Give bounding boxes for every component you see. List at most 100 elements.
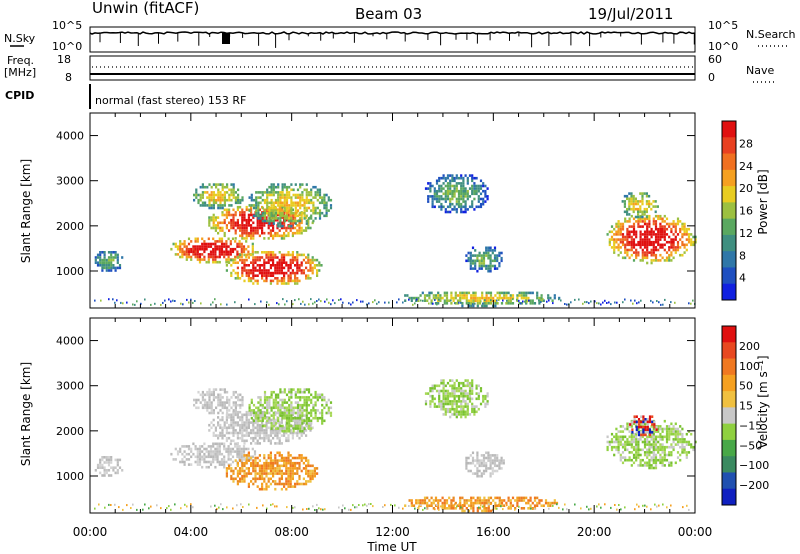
ground-scatter-cell <box>266 507 268 510</box>
ground-scatter-cell <box>394 504 396 507</box>
echo-cell <box>312 406 315 410</box>
echo-cell <box>105 258 108 262</box>
echo-cell <box>197 406 200 410</box>
echo-cell <box>471 205 474 209</box>
echo-cell <box>247 447 250 451</box>
echo-cell <box>296 461 299 465</box>
echo-cell <box>291 261 294 264</box>
echo-cell <box>471 174 474 177</box>
echo-cell <box>645 202 648 206</box>
y-tick-label: 3000 <box>56 175 84 188</box>
ground-scatter-cell <box>578 298 580 301</box>
echo-cell <box>230 193 233 197</box>
echo-cell <box>208 193 211 197</box>
echo-cell <box>462 389 465 393</box>
echo-cell <box>314 196 317 199</box>
echo-cell <box>292 388 295 391</box>
echo-cell <box>99 251 102 254</box>
echo-cell <box>274 398 278 402</box>
echo-cell <box>659 230 662 234</box>
echo-cell <box>107 458 111 462</box>
echo-cell <box>242 250 246 254</box>
ground-scatter-cell <box>220 303 222 306</box>
echo-cell <box>230 188 233 192</box>
echo-cell <box>489 467 492 470</box>
echo-cell <box>272 403 275 407</box>
echo-cell <box>270 427 273 430</box>
echo-cell <box>639 259 642 262</box>
echo-cell <box>252 429 255 432</box>
echo-cell <box>547 294 550 297</box>
echo-cell <box>460 389 463 393</box>
echo-cell <box>209 460 213 464</box>
echo-cell <box>299 211 302 215</box>
echo-cell <box>263 251 266 254</box>
echo-cell <box>196 240 199 243</box>
echo-cell <box>110 466 113 469</box>
echo-cell <box>257 214 260 218</box>
echo-cell <box>652 435 655 439</box>
echo-cell <box>230 191 233 194</box>
echo-cell <box>261 198 264 202</box>
echo-cell <box>482 182 485 185</box>
echo-cell <box>190 255 193 259</box>
echo-cell <box>496 464 499 468</box>
echo-cell <box>241 258 244 262</box>
echo-cell <box>648 448 651 452</box>
echo-cell <box>674 230 677 234</box>
echo-cell <box>258 442 261 445</box>
echo-cell <box>250 208 253 212</box>
echo-cell <box>269 429 272 432</box>
echo-cell <box>467 302 471 305</box>
echo-cell <box>637 423 641 426</box>
colorbar-swatch <box>722 186 736 203</box>
echo-cell <box>241 461 244 465</box>
echo-cell <box>491 264 494 268</box>
echo-cell <box>103 256 106 259</box>
colorbar-tick-label: 12 <box>739 227 753 240</box>
echo-cell <box>241 477 244 481</box>
echo-cell <box>179 247 182 251</box>
echo-cell <box>269 266 272 270</box>
ground-scatter-cell <box>462 504 464 506</box>
echo-cell <box>226 191 229 194</box>
echo-cell <box>259 217 262 220</box>
echo-cell <box>229 452 232 456</box>
echo-cell <box>218 255 221 259</box>
echo-cell <box>205 455 208 459</box>
echo-cell <box>432 296 435 300</box>
echo-cell <box>477 407 480 411</box>
echo-cell <box>208 218 211 222</box>
echo-cell <box>112 251 115 254</box>
echo-cell <box>617 253 620 257</box>
echo-cell <box>520 499 523 502</box>
echo-cell <box>259 401 262 404</box>
echo-cell <box>199 198 202 202</box>
echo-cell <box>274 406 278 410</box>
echo-cell <box>657 248 660 252</box>
power-x-ticks <box>89 113 696 308</box>
echo-cell <box>266 196 269 199</box>
echo-cell <box>274 434 277 437</box>
echo-cell <box>254 477 257 481</box>
echo-cell <box>404 294 407 297</box>
echo-cell <box>254 472 257 475</box>
echo-cell <box>263 467 266 470</box>
echo-cell <box>296 409 300 412</box>
colorbar-swatch <box>722 283 736 301</box>
echo-cell <box>683 440 686 444</box>
ground-scatter-cell <box>518 505 520 508</box>
echo-cell <box>294 231 297 235</box>
echo-cell <box>239 226 242 230</box>
echo-cell <box>217 206 220 210</box>
echo-cell <box>250 253 253 257</box>
echo-cell <box>323 398 326 402</box>
echo-cell <box>438 197 441 201</box>
echo-cell <box>296 269 299 272</box>
echo-cell <box>212 388 215 391</box>
echo-cell <box>445 501 449 505</box>
ground-scatter-cell <box>362 300 364 303</box>
echo-cell <box>632 251 636 254</box>
echo-cell <box>457 381 461 385</box>
